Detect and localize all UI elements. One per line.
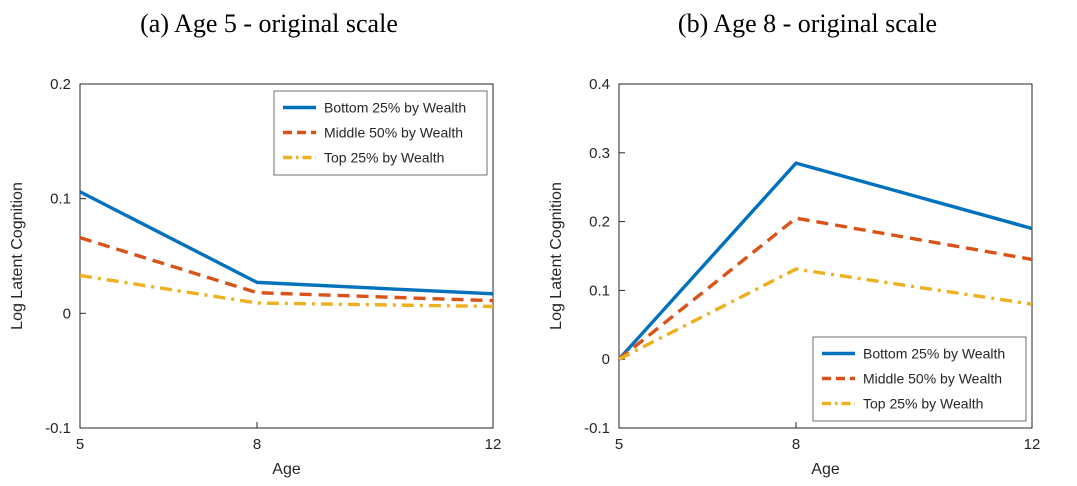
series-line-0 [79, 190, 494, 296]
x-tick-label: 12 [1023, 436, 1040, 453]
panel-b-title: (b) Age 8 - original scale [677, 9, 938, 38]
legend-item-label: Top 25% by Wealth [324, 150, 444, 166]
y-tick-label: 0.2 [50, 76, 71, 93]
legend-item-label: Middle 50% by Wealth [863, 371, 1002, 387]
y-axis-label: Log Latent Cognition [9, 182, 26, 330]
x-tick-label: 5 [76, 436, 84, 453]
series-line-2 [617, 267, 1032, 361]
y-tick-label: 0.1 [50, 191, 71, 208]
x-tick-label: 5 [614, 436, 622, 453]
series-line-0 [617, 161, 1032, 361]
series-line-1 [79, 236, 494, 303]
y-tick-label: 0.2 [589, 214, 610, 231]
y-tick-label: 0 [63, 305, 71, 322]
series-line-1 [617, 216, 1032, 361]
panel-b: (b) Age 8 - original scale 5 8 12 -0.1 0 0.1 0… [538, 0, 1077, 486]
x-axis-label: Age [272, 461, 301, 478]
x-tick-label: 8 [253, 436, 261, 453]
panel-a: (a) Age 5 - original scale 5 8 12 -0.1 0 0.1 0… [0, 0, 538, 486]
panel-a-title: (a) Age 5 - original scale [140, 9, 398, 38]
legend-box [812, 336, 1026, 422]
y-tick-label: -0.1 [584, 420, 610, 437]
y-axis-label: Log Latent Cognition [548, 182, 565, 330]
panel-a-chart: 5 8 12 -0.1 0 0.1 0.2 Age Log Latent Cognition Bo… [9, 76, 502, 478]
y-tick-label: 0.4 [589, 76, 610, 93]
y-tick-label: 0 [601, 351, 609, 368]
y-tick-label: 0.3 [589, 145, 610, 162]
series-line-2 [79, 273, 494, 309]
y-tick-label: 0.1 [589, 282, 610, 299]
x-tick-label: 8 [791, 436, 799, 453]
x-tick-label: 12 [485, 436, 502, 453]
legend-item-label: Top 25% by Wealth [863, 396, 983, 412]
y-tick-label: -0.1 [45, 420, 71, 437]
panel-b-chart: 5 8 12 -0.1 0 0.1 0.2 0.3 0.4 Age Log Latent Cogni… [548, 76, 1040, 478]
legend-item-label: Bottom 25% by Wealth [863, 346, 1005, 362]
legend-item-label: Middle 50% by Wealth [324, 125, 463, 141]
legend-item-label: Bottom 25% by Wealth [324, 100, 466, 116]
legend-box [273, 90, 488, 176]
x-axis-label: Age [811, 461, 840, 478]
